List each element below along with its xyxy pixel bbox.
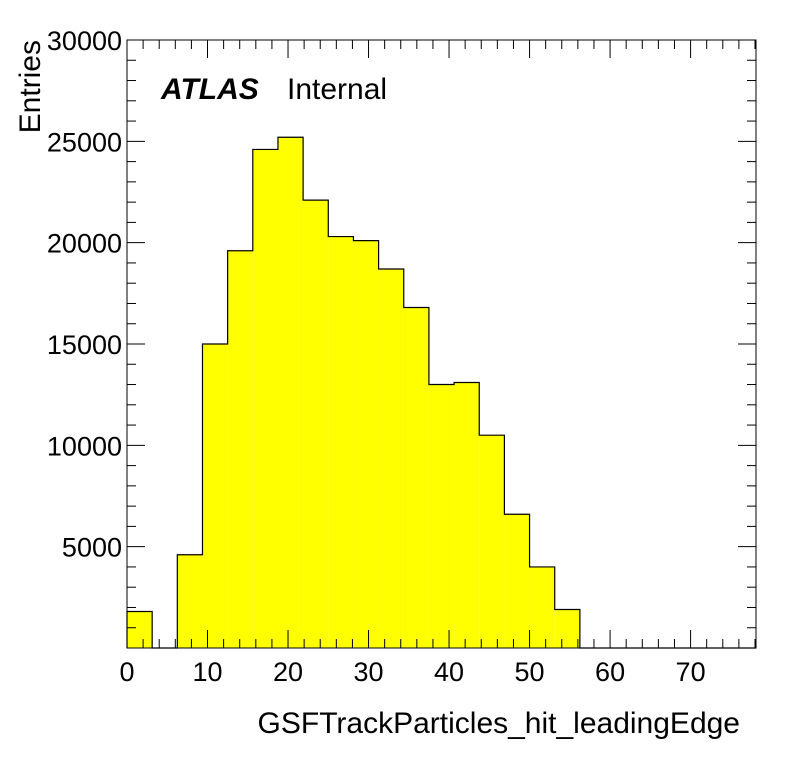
histogram-bin-2 bbox=[177, 554, 203, 648]
histogram-bin-5 bbox=[252, 149, 278, 648]
histogram-bin-9 bbox=[353, 240, 379, 648]
y-axis-label: Entries bbox=[14, 40, 47, 133]
y-tick-label-30000: 30000 bbox=[47, 26, 122, 56]
histogram-bin-16 bbox=[529, 566, 555, 648]
x-axis-label: GSFTrackParticles_hit_leadingEdge bbox=[258, 707, 740, 740]
histogram-bin-7 bbox=[303, 200, 329, 648]
x-tick-label-30: 30 bbox=[354, 657, 384, 687]
y-tick-label-25000: 25000 bbox=[47, 127, 122, 157]
histogram-bin-6 bbox=[277, 137, 304, 648]
histogram-bin-10 bbox=[378, 269, 404, 648]
histogram-bin-14 bbox=[479, 435, 505, 648]
histogram-bin-4 bbox=[227, 250, 253, 649]
x-tick-label-70: 70 bbox=[676, 657, 706, 687]
histogram-bin-12 bbox=[428, 384, 455, 648]
x-tick-label-50: 50 bbox=[515, 657, 545, 687]
histogram-bin-0 bbox=[127, 611, 153, 648]
x-tick-label-40: 40 bbox=[434, 657, 464, 687]
histogram-bars bbox=[126, 136, 756, 649]
internal-label: Internal bbox=[287, 73, 387, 106]
histogram-bin-13 bbox=[454, 382, 480, 648]
histogram-bin-3 bbox=[202, 344, 228, 648]
tick-labels: 0 10 20 30 40 50 60 70 5000 10000 15000 20000 25000 3… bbox=[47, 26, 706, 687]
x-tick-label-0: 0 bbox=[119, 657, 134, 687]
y-tick-label-20000: 20000 bbox=[47, 229, 122, 259]
x-tick-label-20: 20 bbox=[273, 657, 303, 687]
x-tick-label-60: 60 bbox=[595, 657, 625, 687]
axis-ticks bbox=[126, 39, 756, 649]
y-tick-label-5000: 5000 bbox=[62, 533, 122, 563]
y-tick-label-10000: 10000 bbox=[47, 431, 122, 461]
y-tick-label-15000: 15000 bbox=[47, 330, 122, 360]
histogram-bin-15 bbox=[504, 514, 530, 648]
x-tick-label-10: 10 bbox=[192, 657, 222, 687]
histogram-bin-11 bbox=[403, 307, 429, 648]
atlas-label: ATLAS bbox=[160, 73, 259, 106]
histogram-bin-8 bbox=[328, 236, 354, 648]
histogram-bin-17 bbox=[554, 609, 580, 648]
histogram-outline bbox=[126, 136, 756, 649]
plot-frame bbox=[126, 39, 757, 649]
